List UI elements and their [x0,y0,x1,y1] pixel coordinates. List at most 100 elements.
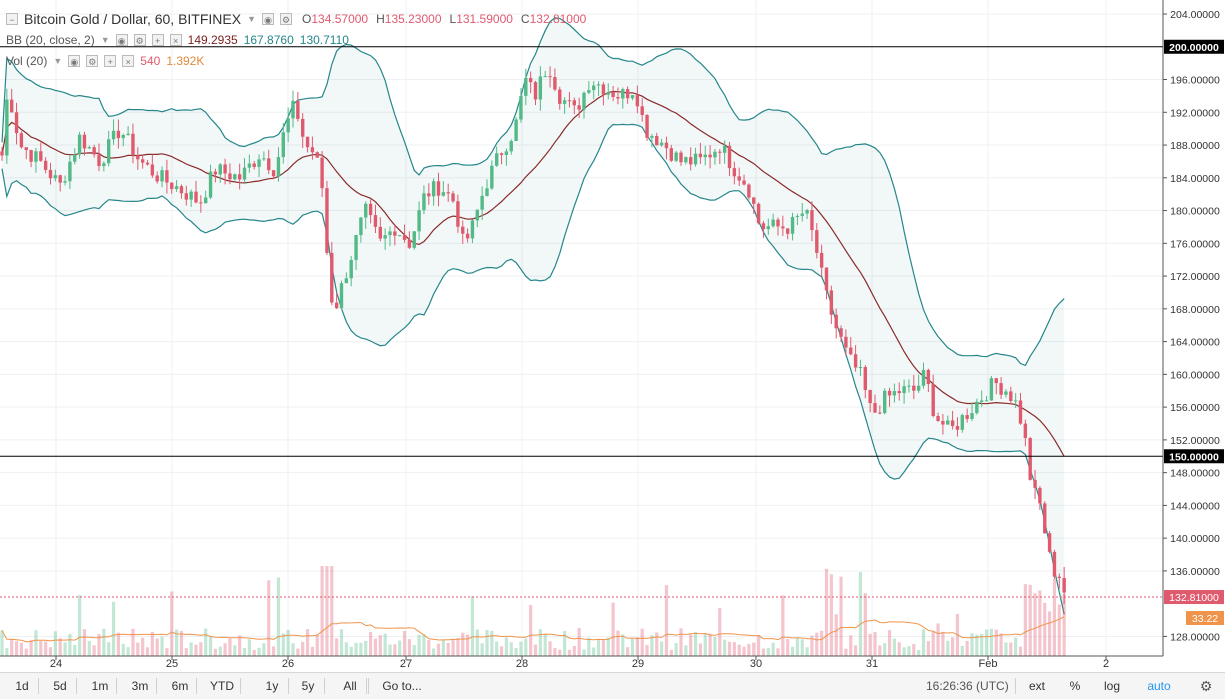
volume-bar [538,629,542,656]
candle-body [946,420,950,425]
volume-bar [921,629,926,656]
volume-bar [238,635,242,656]
time-tick-label: 29 [632,658,644,670]
range-5d-button[interactable]: 5d [53,679,67,693]
bottom-toolbar: 1d 5d 1m 3m 6m YTD 1y 5y All Go to... 16:26:36 (… [0,672,1225,699]
range-3m-button[interactable]: 3m [131,679,149,693]
candle-body [553,77,557,90]
candle-body [422,193,426,211]
add-icon[interactable]: + [104,55,117,67]
range-5y-button[interactable]: 5y [301,679,315,693]
volume-bar [155,638,159,656]
toolbar-divider [38,678,39,694]
gear-icon[interactable]: ⚙ [1199,678,1213,694]
volume-bar [1052,578,1057,656]
range-6m-button[interactable]: 6m [171,679,189,693]
close-icon[interactable]: × [169,34,182,46]
symbol-title[interactable]: Bitcoin Gold / Dollar, 60, BITFINEX [24,11,242,27]
chart-area[interactable]: 204.00000 200.00000 196.00000 192.00000 188.… [0,0,1225,672]
volume-bar [466,634,470,656]
clock[interactable]: 16:26:36 (UTC) [926,679,1009,693]
volume-bar [485,630,489,656]
go-to-button[interactable]: Go to... [382,679,422,693]
eye-icon[interactable]: ◉ [262,13,275,25]
range-1m-button[interactable]: 1m [91,679,109,693]
settings-icon[interactable]: ⚙ [280,13,293,25]
range-all-button[interactable]: All [343,679,357,693]
candle-body [82,134,87,149]
chevron-down-icon[interactable]: ▼ [53,56,63,66]
candle-body [989,378,994,401]
volume-bar [199,642,203,656]
volume-bar [10,639,14,656]
candle-body [766,226,770,230]
volume-bar [601,639,605,656]
volume-bar [824,568,829,656]
volume-bar [0,630,4,656]
candle-body [907,385,911,387]
candle-body [878,412,882,414]
add-icon[interactable]: + [151,34,164,46]
price-tick-label: 156.00000 [1170,402,1220,414]
settings-icon[interactable]: ⚙ [86,55,99,67]
eye-icon[interactable]: ◉ [68,55,81,67]
candle-body [237,174,242,180]
candle-body [703,154,707,158]
price-tick-label: 188.00000 [1170,140,1220,152]
close-icon[interactable]: × [122,55,135,67]
volume-bar [655,632,659,656]
candle-body [184,193,188,200]
price-chart[interactable]: 204.00000 200.00000 196.00000 192.00000 188.… [0,0,1225,672]
volume-bar [480,643,484,656]
volume-bar [727,641,732,656]
range-1d-button[interactable]: 1d [15,679,29,693]
candle-body [364,203,368,218]
volume-bar [286,629,290,656]
volume-bar [451,639,455,656]
range-1y-button[interactable]: 1y [265,679,279,693]
collapse-legend-icon[interactable]: − [6,13,18,25]
eye-icon[interactable]: ◉ [115,34,128,46]
candle-body [805,210,809,214]
bb-label[interactable]: BB (20, close, 2) [6,33,95,47]
candle-body [276,157,281,177]
volume-bar [664,585,669,656]
chevron-down-icon[interactable]: ▼ [247,14,257,24]
candle-body [48,169,53,179]
candle-body [839,328,843,337]
candle-body [548,76,552,78]
candle-body [160,170,164,182]
volume-bar [272,646,276,656]
range-ytd-button[interactable]: YTD [210,679,234,693]
candle-body [63,181,67,183]
toolbar-divider [368,678,369,694]
volume-bar [548,641,552,656]
candle-body [1047,533,1052,552]
candle-body [73,154,77,162]
vol-label[interactable]: Vol (20) [6,54,48,68]
candle-body [145,162,150,165]
time-tick-label: 30 [750,658,762,670]
chevron-down-icon[interactable]: ▼ [100,35,110,45]
candle-body [863,367,867,391]
auto-toggle[interactable]: auto [1147,679,1171,693]
candle-body [349,259,353,279]
volume-bar [1018,646,1023,656]
percent-toggle[interactable]: % [1069,679,1081,693]
price-tick-label: 164.00000 [1170,337,1220,349]
time-tick-label: 24 [50,658,62,670]
volume-bar [335,638,339,656]
ext-toggle[interactable]: ext [1028,679,1045,693]
volume-bar [305,629,310,656]
volume-bar [34,630,38,656]
log-toggle[interactable]: log [1103,679,1120,693]
volume-bar [689,634,693,656]
volume-bar [839,576,843,656]
volume-bar [29,639,33,656]
candle-body [53,175,58,179]
volume-bar [708,633,712,656]
candle-body [800,213,804,216]
settings-icon[interactable]: ⚙ [133,34,146,46]
candle-body [39,151,43,161]
candle-body [625,89,630,99]
